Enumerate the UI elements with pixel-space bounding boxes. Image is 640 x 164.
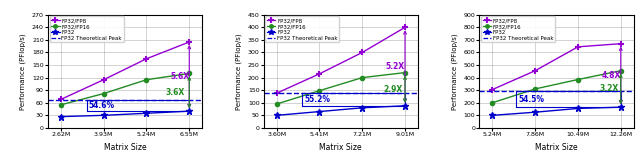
Legend: FP32/FP8, FP32/FP16, FP32, FP32 Theoretical Peak: FP32/FP8, FP32/FP16, FP32, FP32 Theoreti… — [50, 16, 124, 42]
Text: 54.6%: 54.6% — [89, 101, 115, 110]
Legend: FP32/FP8, FP32/FP16, FP32, FP32 Theoretical Peak: FP32/FP8, FP32/FP16, FP32, FP32 Theoreti… — [481, 16, 555, 42]
Text: 5.2X: 5.2X — [386, 62, 405, 71]
Text: 3.2X: 3.2X — [599, 84, 619, 93]
Legend: FP32/FP8, FP32/FP16, FP32, FP32 Theoretical Peak: FP32/FP8, FP32/FP16, FP32, FP32 Theoreti… — [266, 16, 339, 42]
Text: 2.9X: 2.9X — [383, 85, 403, 94]
Y-axis label: Performance (PFlop/s): Performance (PFlop/s) — [236, 33, 243, 110]
Y-axis label: Performance (PFlop/s): Performance (PFlop/s) — [452, 33, 458, 110]
Text: 55.2%: 55.2% — [305, 95, 330, 104]
X-axis label: Matrix Size: Matrix Size — [535, 143, 578, 152]
Text: 3.6X: 3.6X — [166, 88, 185, 97]
Text: 54.5%: 54.5% — [518, 95, 544, 104]
Text: 5.6X: 5.6X — [170, 72, 189, 81]
X-axis label: Matrix Size: Matrix Size — [319, 143, 362, 152]
X-axis label: Matrix Size: Matrix Size — [104, 143, 147, 152]
Text: 4.8X: 4.8X — [602, 71, 621, 80]
Y-axis label: Performance (PFlop/s): Performance (PFlop/s) — [20, 33, 26, 110]
